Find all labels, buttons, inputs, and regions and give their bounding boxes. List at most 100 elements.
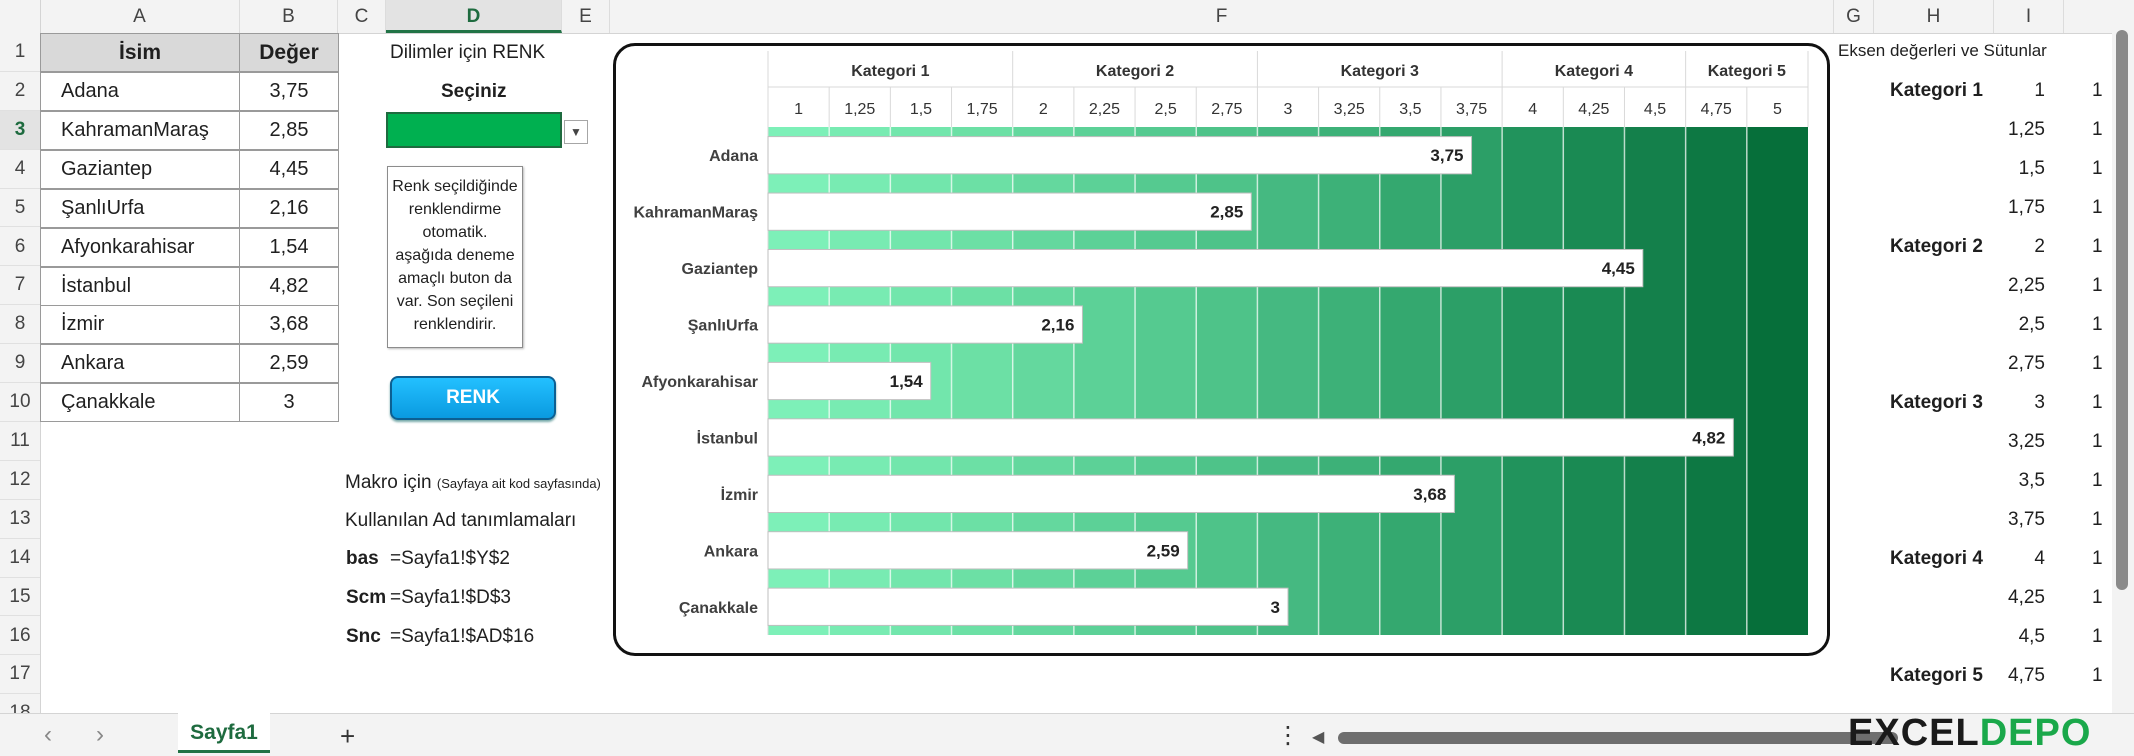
side-value: 3 [2034,392,2045,413]
macro-name: Snc [346,626,381,647]
select-all-corner[interactable] [0,0,41,33]
category-label: Ankara [704,543,758,560]
bar[interactable] [767,587,1289,626]
table-cell-value[interactable]: 2,59 [239,344,339,384]
prev-sheet-icon[interactable]: ‹ [44,721,52,748]
macro-line1-small: (Sayfaya ait kod sayfasında) [436,476,601,491]
table-cell-value[interactable]: 3,75 [239,72,339,111]
table-cell-value[interactable]: 3 [239,383,339,423]
table-cell-name[interactable]: Çanakkale [40,383,240,423]
side-extra: 1 [2092,431,2103,452]
header-deger[interactable]: Değer [239,33,339,72]
axis-tick-label: 3,5 [1399,101,1421,118]
side-extra: 1 [2092,587,2103,608]
renk-button[interactable]: RENK [390,376,556,420]
side-table-title: Eksen değerleri ve Sütunlar [1838,41,2047,60]
row-header-9[interactable]: 9 [0,344,40,384]
bar-chart[interactable]: Kategori 1 Kategori 2 Kategori 3 Kategori 4… [613,43,1830,656]
macro-ref: =Sayfa1!$AD$16 [390,626,535,647]
side-value: 3,75 [2008,509,2045,530]
add-sheet-icon[interactable]: + [340,721,356,751]
row-header-11[interactable]: 11 [0,422,40,461]
table-cell-name[interactable]: ŞanlıUrfa [40,188,240,228]
axis-tick-label: 2 [1039,101,1048,118]
macro-name: bas [346,548,379,569]
bar-value-label: 3 [1271,598,1280,617]
side-value: 2 [2034,236,2045,257]
bar[interactable] [767,474,1455,514]
table-cell-value[interactable]: 1,54 [239,227,339,267]
sheet-tab-sayfa1[interactable]: Sayfa1 [178,713,270,753]
row-header-15[interactable]: 15 [0,578,40,617]
row-header-13[interactable]: 13 [0,500,40,539]
bar[interactable] [767,361,932,401]
table-cell-name[interactable]: Ankara [40,344,240,384]
column-header-a[interactable]: A [40,0,240,33]
bar[interactable] [767,418,1734,457]
side-category: Kategori 2 [1890,236,1983,257]
row-header-10[interactable]: 10 [0,383,40,422]
table-cell-value[interactable]: 3,68 [239,305,339,345]
column-header-h[interactable]: H [1874,0,1994,33]
row-header-14[interactable]: 14 [0,539,40,578]
row-header-2[interactable]: 2 [0,72,40,111]
row-header-17[interactable]: 17 [0,655,40,695]
row-header-1[interactable]: 1 [0,33,40,72]
side-extra: 1 [2092,626,2103,647]
row-header-12[interactable]: 12 [0,461,40,500]
bar[interactable] [767,136,1473,175]
row-header-8[interactable]: 8 [0,305,40,345]
excel-depo-logo: EXCELDEPO [1848,712,2092,754]
side-value: 2,75 [2008,353,2045,374]
band-column [1563,127,1625,635]
row-header-3[interactable]: 3 [0,110,40,150]
table-cell-name[interactable]: Adana [40,72,240,111]
vertical-scroll-thumb[interactable] [2116,30,2128,590]
side-value: 4 [2034,548,2045,569]
row-header-6[interactable]: 6 [0,228,40,267]
row-header-4[interactable]: 4 [0,150,40,189]
select-label: Seçiniz [441,81,507,102]
side-extra: 1 [2092,119,2103,140]
table-cell-name[interactable]: Afyonkarahisar [40,227,240,267]
bar-value-label: 4,45 [1602,259,1635,278]
column-header-c[interactable]: C [338,0,386,33]
side-category: Kategori 4 [1890,548,1983,569]
table-cell-name[interactable]: İstanbul [40,266,240,306]
column-header-bar [0,0,2134,34]
note-line: aşağıda deneme [395,247,515,264]
column-header-f[interactable]: F [610,0,1834,33]
bar[interactable] [767,531,1189,570]
column-header-b[interactable]: B [240,0,338,33]
category-label: Afyonkarahisar [642,374,759,391]
color-dropdown[interactable] [386,112,562,148]
row-header-7[interactable]: 7 [0,266,40,306]
table-cell-name[interactable]: KahramanMaraş [40,110,240,150]
table-cell-value[interactable]: 4,45 [239,149,339,189]
table-cell-value[interactable]: 2,85 [239,110,339,150]
side-value: 4,25 [2008,587,2045,608]
horizontal-scroll-thumb[interactable] [1338,732,1898,744]
table-cell-name[interactable]: Gaziantep [40,149,240,189]
column-header-e[interactable]: E [562,0,610,33]
bar[interactable] [767,305,1083,344]
table-cell-value[interactable]: 2,16 [239,188,339,228]
header-isim[interactable]: İsim [40,33,240,72]
table-cell-value[interactable]: 4,82 [239,266,339,306]
column-header-d[interactable]: D [386,0,562,33]
more-options-icon[interactable]: ⋮ [1276,722,1300,749]
row-header-16[interactable]: 16 [0,617,40,656]
axis-tick-label: 3,25 [1334,101,1365,118]
scroll-left-icon[interactable]: ◀ [1312,729,1325,746]
column-header-g[interactable]: G [1834,0,1874,33]
column-header-i[interactable]: I [1994,0,2064,33]
bar[interactable] [767,192,1252,231]
bar[interactable] [767,248,1644,288]
top-category-label: Kategori 2 [1096,63,1174,80]
chevron-down-icon[interactable]: ▼ [564,120,588,144]
macro-line1: Makro için (Sayfaya ait kod sayfasında) [345,472,601,494]
table-cell-name[interactable]: İzmir [40,305,240,345]
axis-tick-label: 1,75 [967,101,998,118]
next-sheet-icon[interactable]: › [96,721,104,748]
row-header-5[interactable]: 5 [0,189,40,228]
